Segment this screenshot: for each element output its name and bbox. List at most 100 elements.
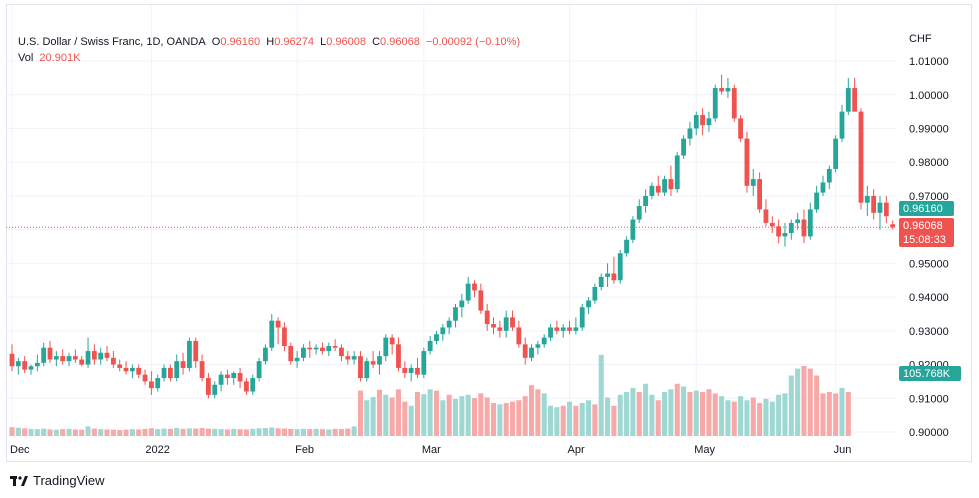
volume-bar — [788, 375, 794, 436]
candle-body — [560, 327, 566, 331]
candle-body — [700, 115, 706, 126]
volume-bar — [72, 429, 78, 436]
volume-bar — [744, 400, 750, 436]
candle-body — [497, 327, 503, 331]
symbol-title[interactable]: U.S. Dollar / Swiss Franc, 1D, OANDA — [18, 36, 206, 48]
candle-body — [434, 334, 439, 341]
volume-bar — [731, 401, 737, 436]
time-tick-label: Apr — [568, 444, 585, 456]
candle-body — [180, 361, 186, 368]
candle-body — [567, 327, 572, 331]
time-tick-label: Jun — [834, 444, 852, 456]
candle-body — [864, 195, 870, 203]
last-price-tag: 0.96068 — [899, 218, 954, 233]
candle-body — [53, 356, 59, 360]
volume-bar — [579, 403, 585, 436]
candle-body — [630, 219, 636, 240]
candle-body — [839, 111, 845, 139]
price-tick-label: 1.00000 — [909, 90, 949, 102]
volume-bar — [598, 354, 604, 436]
candle-body — [687, 128, 693, 139]
candle-body — [396, 344, 401, 368]
candle-body — [617, 253, 623, 281]
volume-bars — [9, 354, 851, 436]
candle-body — [345, 356, 351, 360]
volume-bar — [237, 429, 243, 436]
candle-body — [833, 138, 839, 169]
candle-body — [339, 347, 344, 357]
close-value: 0.96068 — [380, 36, 420, 48]
candle-body — [662, 179, 667, 193]
candle-body — [529, 347, 534, 358]
candle-body — [579, 307, 585, 328]
candle-body — [389, 337, 395, 345]
volume-bar — [28, 428, 34, 436]
volume-bar — [288, 428, 294, 436]
volume-bar — [497, 404, 503, 436]
volume-bar — [110, 429, 116, 436]
candle-body — [218, 374, 224, 385]
volume-bar — [345, 428, 351, 436]
volume-bar — [180, 428, 186, 436]
volume-bar — [218, 429, 224, 436]
volume-bar — [136, 429, 142, 436]
volume-bar — [123, 429, 129, 436]
volume-bar — [700, 392, 706, 436]
volume-bar — [541, 393, 547, 436]
volume-bar — [9, 427, 15, 436]
volume-bar — [421, 394, 427, 436]
candle-body — [465, 283, 471, 301]
candle-body — [826, 168, 832, 183]
price-tick-label: 0.94000 — [909, 292, 949, 304]
candle-body — [301, 347, 306, 358]
volume-bar — [281, 428, 287, 436]
volume-bar — [471, 398, 478, 436]
volume-bar — [300, 428, 306, 436]
volume-bar — [478, 393, 484, 436]
candle-body — [91, 351, 97, 360]
volume-bar — [459, 396, 465, 436]
candle-body — [237, 372, 243, 382]
candle-body — [503, 317, 509, 331]
candle-body — [294, 357, 300, 362]
volume-bar — [275, 428, 281, 436]
candle-body — [491, 324, 496, 328]
candle-body — [142, 374, 148, 382]
candle-body — [649, 185, 655, 196]
candle-body — [750, 179, 756, 186]
candle-body — [681, 138, 686, 156]
volume-bar — [668, 389, 674, 436]
volume-bar — [592, 404, 598, 436]
candle-body — [28, 366, 34, 370]
candle-body — [719, 88, 725, 92]
volume-bar — [624, 392, 630, 436]
volume-bar — [427, 389, 433, 436]
volume-bar — [326, 429, 332, 436]
volume-bar — [725, 400, 731, 436]
candle-body — [377, 356, 382, 365]
volume-bar — [814, 375, 820, 436]
candle-body — [117, 364, 123, 368]
footer-branding[interactable]: TradingView — [10, 473, 105, 488]
volume-bar — [706, 389, 712, 436]
candle-body — [199, 361, 205, 379]
volume-bar — [503, 403, 509, 436]
price-tick-label: 0.90000 — [909, 427, 949, 439]
candle-body — [408, 367, 414, 373]
brand-name: TradingView — [33, 473, 105, 488]
candle-body — [763, 209, 769, 223]
candle-body — [186, 340, 192, 368]
currency-label[interactable]: CHF — [909, 33, 932, 45]
candle-body — [782, 233, 788, 237]
candles — [9, 74, 896, 399]
candle-body — [453, 307, 458, 321]
volume-bar — [763, 398, 769, 436]
candle-body — [655, 185, 661, 193]
volume-bar — [212, 428, 218, 436]
candle-body — [161, 367, 167, 379]
candle-body — [738, 118, 744, 139]
volume-bar — [376, 389, 383, 436]
candle-body — [155, 378, 161, 389]
candle-body — [205, 378, 211, 395]
